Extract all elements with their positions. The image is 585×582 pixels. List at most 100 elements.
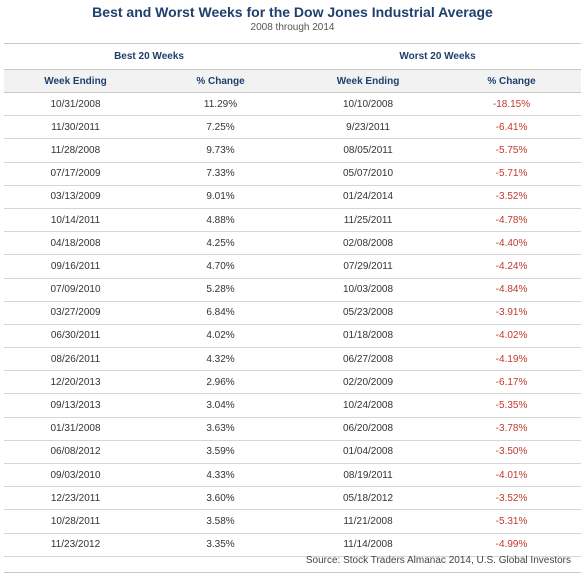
table-row: 07/17/2009 7.33% 05/07/2010 -5.71%: [4, 162, 582, 186]
best-change-cell: 4.70%: [147, 254, 295, 279]
worst-change-cell: -5.35%: [442, 393, 582, 418]
best-week-cell: 11/23/2012: [4, 533, 147, 557]
table-row: 06/30/2011 4.02% 01/18/2008 -4.02%: [4, 324, 582, 349]
worst-change-cell: -18.15%: [442, 92, 582, 117]
table-row: 10/28/2011 3.58% 11/21/2008 -5.31%: [4, 509, 582, 534]
best-change-cell: 2.96%: [147, 370, 295, 395]
best-change-cell: 9.73%: [147, 138, 295, 163]
worst-week-cell: 01/18/2008: [294, 324, 443, 349]
worst-week-cell: 08/05/2011: [294, 138, 443, 163]
best-change-cell: 4.02%: [147, 324, 295, 349]
column-header-row: Week Ending % Change Week Ending % Chang…: [4, 69, 582, 93]
best-change-cell: 4.88%: [147, 208, 295, 233]
table-row: 09/03/2010 4.33% 08/19/2011 -4.01%: [4, 463, 582, 488]
group-header-row: Best 20 Weeks Worst 20 Weeks: [4, 43, 582, 70]
best-week-cell: 09/03/2010: [4, 463, 147, 488]
worst-change-cell: -5.71%: [442, 162, 582, 186]
best-week-cell: 07/17/2009: [4, 162, 147, 186]
worst-change-header: % Change: [442, 69, 582, 93]
worst-week-cell: 05/23/2008: [294, 301, 443, 325]
weeks-table: Best 20 Weeks Worst 20 Weeks Week Ending…: [4, 43, 582, 557]
worst-week-cell: 11/25/2011: [294, 208, 443, 233]
worst-change-cell: -3.50%: [442, 440, 582, 465]
table-row: 04/18/2008 4.25% 02/08/2008 -4.40%: [4, 231, 582, 256]
table-row: 12/20/2013 2.96% 02/20/2009 -6.17%: [4, 370, 582, 395]
worst-week-cell: 05/07/2010: [294, 162, 443, 186]
bottom-divider: [4, 572, 581, 573]
worst-week-cell: 10/03/2008: [294, 278, 443, 302]
best-change-header: % Change: [147, 69, 295, 93]
best-group-header: Best 20 Weeks: [4, 43, 295, 70]
table-body: 10/31/2008 11.29% 10/10/2008 -18.15% 11/30/2…: [4, 92, 582, 557]
table-row: 06/08/2012 3.59% 01/04/2008 -3.50%: [4, 440, 582, 465]
best-change-cell: 4.25%: [147, 231, 295, 256]
worst-week-cell: 11/14/2008: [294, 533, 443, 557]
table-row: 10/14/2011 4.88% 11/25/2011 -4.78%: [4, 208, 582, 233]
worst-week-cell: 06/20/2008: [294, 417, 443, 441]
worst-week-cell: 05/18/2012: [294, 486, 443, 511]
worst-week-header: Week Ending: [294, 69, 443, 93]
table-row: 03/27/2009 6.84% 05/23/2008 -3.91%: [4, 301, 582, 325]
best-change-cell: 3.63%: [147, 417, 295, 441]
best-change-cell: 4.32%: [147, 347, 295, 372]
worst-week-cell: 11/21/2008: [294, 509, 443, 534]
best-change-cell: 7.33%: [147, 162, 295, 186]
best-change-cell: 5.28%: [147, 278, 295, 302]
worst-change-cell: -3.52%: [442, 486, 582, 511]
best-week-cell: 09/13/2013: [4, 393, 147, 418]
best-week-cell: 06/30/2011: [4, 324, 147, 349]
best-week-cell: 09/16/2011: [4, 254, 147, 279]
worst-change-cell: -4.19%: [442, 347, 582, 372]
worst-week-cell: 08/19/2011: [294, 463, 443, 488]
table-row: 11/23/2012 3.35% 11/14/2008 -4.99%: [4, 533, 582, 557]
table-row: 03/13/2009 9.01% 01/24/2014 -3.52%: [4, 185, 582, 209]
page-title: Best and Worst Weeks for the Dow Jones I…: [92, 4, 493, 20]
best-week-header: Week Ending: [4, 69, 147, 93]
best-week-cell: 01/31/2008: [4, 417, 147, 441]
best-change-cell: 3.35%: [147, 533, 295, 557]
best-week-cell: 11/30/2011: [4, 115, 147, 140]
worst-change-cell: -4.99%: [442, 533, 582, 557]
best-change-cell: 9.01%: [147, 185, 295, 209]
best-week-cell: 03/13/2009: [4, 185, 147, 209]
best-change-cell: 3.58%: [147, 509, 295, 534]
worst-week-cell: 9/23/2011: [294, 115, 443, 140]
worst-change-cell: -4.84%: [442, 278, 582, 302]
worst-week-cell: 07/29/2011: [294, 254, 443, 279]
worst-change-cell: -5.31%: [442, 509, 582, 534]
table-row: 11/28/2008 9.73% 08/05/2011 -5.75%: [4, 138, 582, 163]
worst-change-cell: -3.52%: [442, 185, 582, 209]
best-change-cell: 3.04%: [147, 393, 295, 418]
best-week-cell: 04/18/2008: [4, 231, 147, 256]
table-row: 09/13/2013 3.04% 10/24/2008 -5.35%: [4, 393, 582, 418]
worst-change-cell: -5.75%: [442, 138, 582, 163]
page-subtitle: 2008 through 2014: [250, 22, 335, 33]
worst-change-cell: -6.41%: [442, 115, 582, 140]
best-week-cell: 07/09/2010: [4, 278, 147, 302]
worst-week-cell: 01/04/2008: [294, 440, 443, 465]
worst-change-cell: -4.78%: [442, 208, 582, 233]
worst-change-cell: -3.91%: [442, 301, 582, 325]
table-row: 09/16/2011 4.70% 07/29/2011 -4.24%: [4, 254, 582, 279]
best-week-cell: 10/14/2011: [4, 208, 147, 233]
worst-week-cell: 10/10/2008: [294, 92, 443, 117]
worst-change-cell: -3.78%: [442, 417, 582, 441]
best-week-cell: 08/26/2011: [4, 347, 147, 372]
worst-week-cell: 10/24/2008: [294, 393, 443, 418]
worst-change-cell: -4.01%: [442, 463, 582, 488]
worst-week-cell: 01/24/2014: [294, 185, 443, 209]
best-change-cell: 11.29%: [147, 92, 295, 117]
best-change-cell: 3.59%: [147, 440, 295, 465]
table-row: 08/26/2011 4.32% 06/27/2008 -4.19%: [4, 347, 582, 372]
table-row: 10/31/2008 11.29% 10/10/2008 -18.15%: [4, 92, 582, 117]
table-row: 07/09/2010 5.28% 10/03/2008 -4.84%: [4, 278, 582, 302]
table-row: 12/23/2011 3.60% 05/18/2012 -3.52%: [4, 486, 582, 511]
best-change-cell: 4.33%: [147, 463, 295, 488]
best-change-cell: 6.84%: [147, 301, 295, 325]
table-row: 11/30/2011 7.25% 9/23/2011 -6.41%: [4, 115, 582, 140]
best-week-cell: 10/31/2008: [4, 92, 147, 117]
best-week-cell: 12/23/2011: [4, 486, 147, 511]
worst-change-cell: -4.24%: [442, 254, 582, 279]
best-week-cell: 11/28/2008: [4, 138, 147, 163]
